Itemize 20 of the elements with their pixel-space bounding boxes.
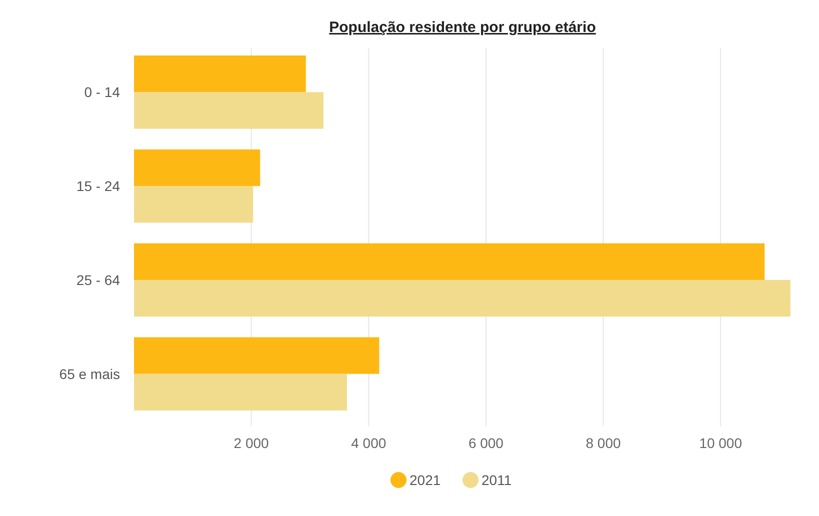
x-tick-label: 4 000	[351, 435, 386, 451]
y-tick-label: 0 - 14	[84, 84, 120, 100]
chart-title: População residente por grupo etário	[329, 19, 596, 36]
x-tick-label: 10 000	[699, 435, 742, 451]
legend-label: 2021	[410, 472, 441, 488]
x-tick-label: 6 000	[468, 435, 504, 451]
bar	[134, 243, 765, 280]
x-tick-label: 8 000	[586, 435, 622, 451]
bar	[134, 186, 254, 223]
bar	[134, 337, 380, 374]
legend-label: 2011	[482, 472, 512, 488]
bar	[134, 149, 260, 186]
bar	[134, 374, 347, 410]
bar	[134, 280, 790, 317]
bar	[134, 56, 306, 92]
y-tick-label: 25 - 64	[76, 272, 120, 288]
x-tick-label: 2 000	[234, 435, 270, 451]
y-tick-label: 15 - 24	[76, 178, 120, 194]
bar	[134, 92, 324, 129]
y-tick-label: 65 e mais	[59, 366, 120, 382]
